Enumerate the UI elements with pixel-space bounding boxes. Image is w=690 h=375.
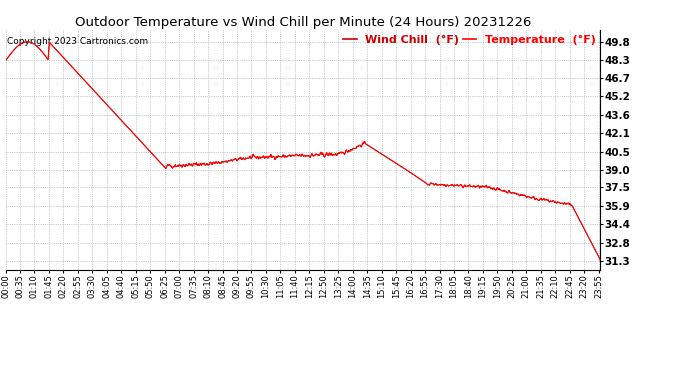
Legend: Wind Chill  (°F), Temperature  (°F): Wind Chill (°F), Temperature (°F) (339, 30, 600, 49)
Text: Copyright 2023 Cartronics.com: Copyright 2023 Cartronics.com (7, 37, 148, 46)
Title: Outdoor Temperature vs Wind Chill per Minute (24 Hours) 20231226: Outdoor Temperature vs Wind Chill per Mi… (75, 16, 531, 29)
